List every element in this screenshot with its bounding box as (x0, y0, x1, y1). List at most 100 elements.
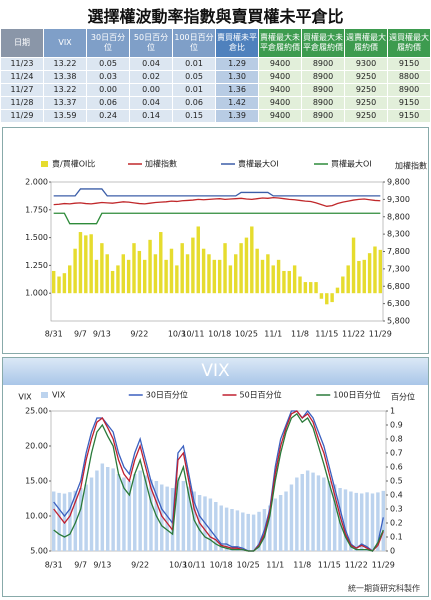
header-cell: 週買權最大履約價 (387, 28, 431, 58)
table-cell: 11/27 (0, 83, 44, 97)
legend-swatch (41, 161, 48, 167)
table-cell: 13.22 (43, 57, 87, 71)
table-cell: 1.39 (215, 109, 259, 123)
bar (159, 232, 163, 294)
table-cell: 9250 (344, 96, 388, 110)
bar (338, 488, 342, 551)
bar (332, 484, 337, 551)
table-cell: 13.38 (43, 70, 87, 84)
table-row: 11/28 13.37 0.06 0.04 0.06 1.42 9400 8900 9250 91… (0, 96, 431, 110)
chart-title: VIX (3, 358, 428, 385)
chart-panel: VIX 5.00 10.00 15.00 20.00 25.00 0 0.1 0.2 0.3 0.… (2, 357, 429, 597)
table-cell: 0.06 (172, 96, 216, 110)
bar (319, 293, 324, 299)
bar (362, 259, 366, 294)
line (53, 212, 381, 225)
y2-tick-label: 8,300 (387, 230, 410, 239)
bar (201, 248, 206, 294)
table-cell: 1.30 (215, 70, 259, 84)
y-tick-label: 1.000 (25, 289, 48, 298)
bar (116, 474, 121, 551)
header-cell: 賣權最大未平倉履約價 (258, 28, 302, 58)
table-row: 11/24 13.38 0.03 0.02 0.05 1.30 9400 8900 9250 88… (0, 70, 431, 84)
bar (73, 248, 77, 294)
chart: 5.00 10.00 15.00 20.00 25.00 0 0.1 0.2 0.3 0.4 0.5… (18, 390, 415, 570)
x-tick-label: 9/7 (74, 330, 87, 339)
bar (84, 484, 88, 551)
bar (351, 237, 356, 294)
table-cell: 11/23 (0, 57, 44, 71)
bar (354, 492, 359, 551)
table-row: 11/23 13.22 0.05 0.04 0.01 1.29 9400 8900 9300 91… (0, 57, 431, 71)
table-cell: 9400 (258, 109, 302, 123)
table-cell: 9150 (387, 96, 431, 110)
table-cell: 9300 (344, 57, 388, 71)
bar (357, 260, 361, 294)
bar (180, 243, 184, 294)
x-tick-label: 10/25 (235, 330, 258, 339)
bar (100, 243, 104, 294)
x-tick-label: 9/7 (74, 561, 87, 570)
bar (308, 282, 313, 294)
bar (160, 484, 164, 551)
y2-tick-label: 0.5 (390, 477, 403, 486)
x-tick-label: 11/1 (266, 561, 284, 570)
bar (185, 254, 190, 294)
table-row: 11/29 13.59 0.24 0.14 0.15 1.39 9400 8900 9250 91… (0, 109, 431, 123)
bar (208, 498, 213, 551)
bar (223, 243, 227, 294)
bar (89, 477, 94, 551)
y2-tick-label: 9,800 (387, 178, 410, 187)
header-cell: 週賣權最大履約價 (344, 28, 388, 58)
bar (316, 475, 321, 551)
table-cell: 13.37 (43, 96, 87, 110)
x-tick-label: 11/29 (372, 561, 395, 570)
line (53, 412, 384, 552)
table-cell: 1.42 (215, 96, 259, 110)
x-tick-label: 10/18 (208, 330, 231, 339)
bar (381, 490, 386, 551)
x-tick-label: 10/25 (237, 561, 260, 570)
bar (325, 293, 329, 305)
y-tick-label: 20.00 (25, 442, 48, 451)
y-tick-label: 15.00 (25, 477, 48, 486)
bar (298, 276, 302, 294)
header-row: 日期 VIX 30日百分位 50日百分位 100日百分位 賣買權未平倉比 賣權最大未平倉履約… (0, 28, 431, 58)
bar (335, 287, 340, 294)
bar (260, 259, 265, 294)
y-tick-label: 1.750 (25, 205, 48, 214)
legend-label: 50日百分位 (240, 390, 282, 400)
y2-tick-label: 6,800 (387, 282, 410, 291)
bar (181, 481, 186, 551)
bar (111, 468, 115, 551)
bar (100, 463, 105, 551)
y2-axis-title: 百分位 (391, 392, 415, 402)
chart: 1.000 1.250 1.500 1.750 2.000 5,800 6,300 6,800… (25, 159, 427, 339)
bar (228, 265, 233, 294)
table-cell: 0.24 (86, 109, 130, 123)
table-cell: 0.05 (86, 57, 130, 71)
bar (289, 484, 294, 551)
table-cell: 8900 (301, 109, 345, 123)
bar (241, 512, 245, 551)
bar (132, 243, 136, 294)
bar (278, 495, 283, 551)
bar (153, 254, 158, 294)
bar (165, 486, 169, 551)
bar (57, 492, 61, 551)
table-cell: 8800 (387, 70, 431, 84)
line (53, 409, 384, 552)
table-cell: 13.59 (43, 109, 87, 123)
y2-tick-label: 1 (390, 407, 395, 416)
bar (95, 470, 99, 551)
legend-label: 30日百分位 (146, 390, 188, 400)
bar (378, 249, 383, 294)
header-cell: 賣買權未平倉比 (215, 28, 259, 58)
bar (169, 248, 174, 294)
bar (234, 254, 238, 294)
table-cell: 9400 (258, 57, 302, 71)
bar (73, 490, 78, 551)
table-cell: 0.14 (129, 109, 173, 123)
chart-panel: 1.000 1.250 1.500 1.750 2.000 5,800 6,300 6,800… (2, 127, 429, 354)
y2-tick-label: 0.6 (390, 463, 403, 472)
